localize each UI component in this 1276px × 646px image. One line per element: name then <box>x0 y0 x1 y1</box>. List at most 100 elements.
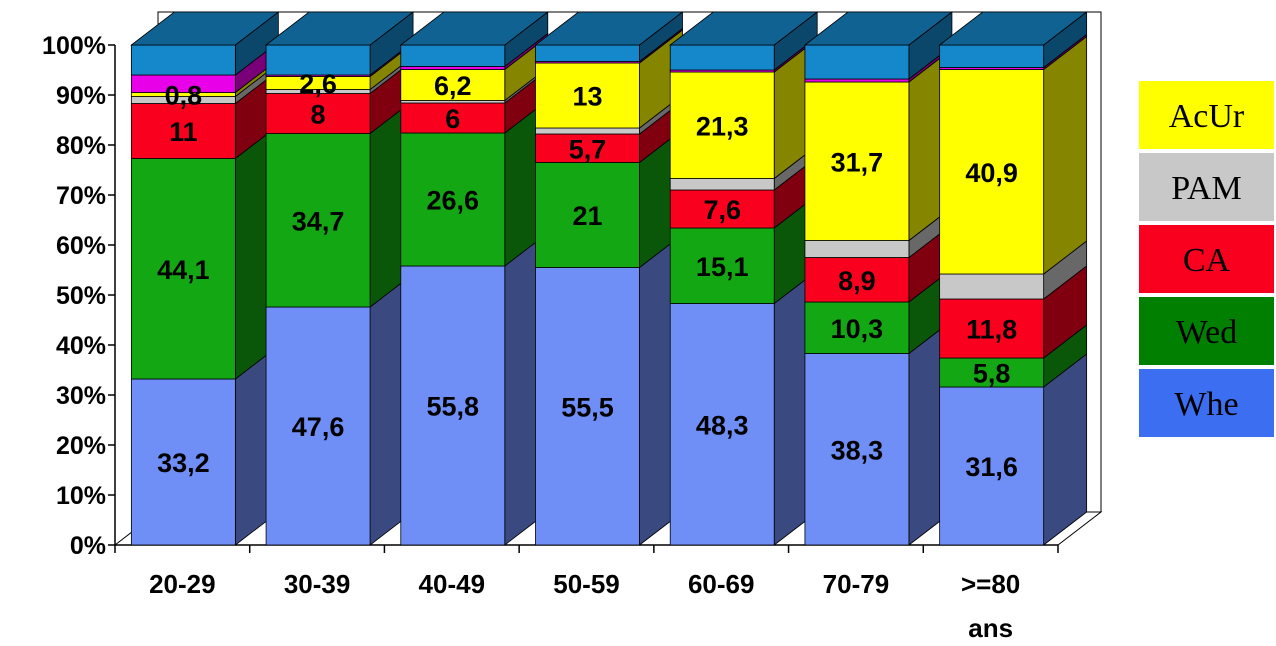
data-label: 6 <box>445 104 460 134</box>
bar-segment-wed <box>939 357 1045 388</box>
data-label: 55,5 <box>561 392 614 422</box>
bar-side-acur <box>1043 35 1088 275</box>
data-label: 44,1 <box>157 255 210 285</box>
bar-segment-rest <box>669 44 775 71</box>
bar-segment-whe <box>130 378 236 546</box>
bar-segment-ca <box>265 93 371 134</box>
data-label: 31,6 <box>965 452 1018 482</box>
bar-segment-ca <box>804 257 910 303</box>
data-label: 21 <box>572 201 602 231</box>
x-tick-line: 20-29 <box>149 569 216 599</box>
data-label: 5,7 <box>569 134 607 164</box>
x-tick-label: 30-39 <box>284 569 351 599</box>
bar-50-59 <box>534 11 684 546</box>
bar-segment-wed <box>265 133 371 308</box>
bar-segment-pam <box>939 273 1045 300</box>
x-tick-line: 50-59 <box>553 569 620 599</box>
data-label: 8 <box>311 100 326 130</box>
data-label: 0,8 <box>165 81 203 111</box>
bar-60-69 <box>669 11 819 546</box>
legend-label: PAM <box>1171 170 1242 207</box>
data-label: 33,2 <box>157 448 210 478</box>
x-axis: 20-29 30-39 40-49 50-59 60-69 70-79 >=80 ans <box>114 544 1059 643</box>
y-axis: 0% 10% 20% 30% 40% 50% 60% 70% 80% 90% 100% <box>42 32 116 560</box>
bar-segment-wed <box>400 132 506 267</box>
bar-40-49 <box>399 11 549 546</box>
y-tick-label: 60% <box>56 232 106 260</box>
bar-segment-rest <box>400 44 506 67</box>
bar-segment-whe <box>804 353 910 546</box>
bar-segment-rest <box>535 44 640 62</box>
legend-item-ca: CA <box>1139 225 1274 293</box>
bar-segment-pam <box>669 178 775 191</box>
y-tick-label: 80% <box>56 132 106 160</box>
bar-top <box>803 11 954 46</box>
bar-top <box>130 11 280 46</box>
bar-top <box>938 11 1088 46</box>
legend-item-whe: Whe <box>1139 369 1274 437</box>
data-label: 55,8 <box>427 392 480 422</box>
bar-segment-pam <box>804 240 910 258</box>
data-label: 26,6 <box>427 186 480 216</box>
data-label: 21,3 <box>696 111 749 141</box>
bar-segment-ca <box>130 103 236 159</box>
bar-segment-whe <box>669 303 775 546</box>
x-tick-label: >=80 ans <box>961 569 1020 643</box>
data-label: 13 <box>572 82 602 112</box>
legend-swatch <box>1139 369 1274 437</box>
bar-segment-ca <box>669 189 775 229</box>
legend-label: AcUr <box>1169 98 1245 135</box>
data-label: 34,7 <box>292 206 345 236</box>
legend: AcUr PAM CA Wed Whe <box>1139 81 1274 437</box>
bar-top <box>399 11 549 46</box>
y-tick-label: 40% <box>56 332 106 360</box>
data-label: 11 <box>169 117 198 147</box>
bar-segment-ca <box>535 133 640 163</box>
bar-30-39 <box>264 11 415 546</box>
x-tick-label: 60-69 <box>688 569 755 599</box>
bar-segment-acur <box>804 81 910 241</box>
bars <box>130 11 1088 546</box>
legend-label: Whe <box>1174 386 1238 423</box>
bar-segment-wed <box>130 158 236 380</box>
data-label: 15,1 <box>696 252 749 282</box>
bar-segment-wed <box>669 227 775 304</box>
bar-segment-whe <box>535 267 640 546</box>
x-tick-line: ans <box>968 613 1013 643</box>
bar-segment-rest <box>130 44 236 76</box>
data-label: 7,6 <box>703 195 741 225</box>
bar-segment-whe <box>400 265 506 546</box>
x-tick-label: 40-49 <box>419 569 486 599</box>
y-tick-label: 30% <box>56 382 106 410</box>
bar-segment-ca <box>400 102 506 134</box>
bar-segment-rest <box>939 44 1045 68</box>
bar-segment-ca <box>939 298 1045 359</box>
bar-top <box>669 11 819 46</box>
legend-swatch <box>1139 81 1274 149</box>
data-labels: 33,2 44,1 11 0,8 47,6 34,7 82,6 55,8 26,6 66,2 55,… <box>157 69 1018 482</box>
x-tick-line: 40-49 <box>419 569 486 599</box>
bar-segment-other <box>804 78 910 83</box>
bar-segment-acur <box>939 69 1045 275</box>
bar-segment-pam <box>535 127 640 135</box>
legend-item-acur: AcUr <box>1139 81 1274 149</box>
y-tick-label: 10% <box>56 482 106 510</box>
y-tick-label: 70% <box>56 182 106 210</box>
x-tick-label: 20-29 <box>149 569 216 599</box>
bar-side-whe <box>1043 353 1088 546</box>
x-tick-label: 70-79 <box>823 569 890 599</box>
x-tick-line: >=80 <box>961 569 1020 599</box>
data-label: 11,8 <box>966 315 1017 345</box>
x-tick-label: 50-59 <box>553 569 620 599</box>
data-label: 48,3 <box>696 410 749 440</box>
bar-segment-wed <box>804 301 910 354</box>
bar-segment-whe <box>265 306 371 546</box>
legend-swatch <box>1139 225 1274 293</box>
bar-segment-acur <box>535 62 640 129</box>
y-tick-label: 100% <box>42 32 106 60</box>
data-label: 47,6 <box>292 412 345 442</box>
legend-label: CA <box>1183 242 1231 279</box>
y-tick-label: 20% <box>56 432 106 460</box>
y-tick-label: 50% <box>56 282 106 310</box>
